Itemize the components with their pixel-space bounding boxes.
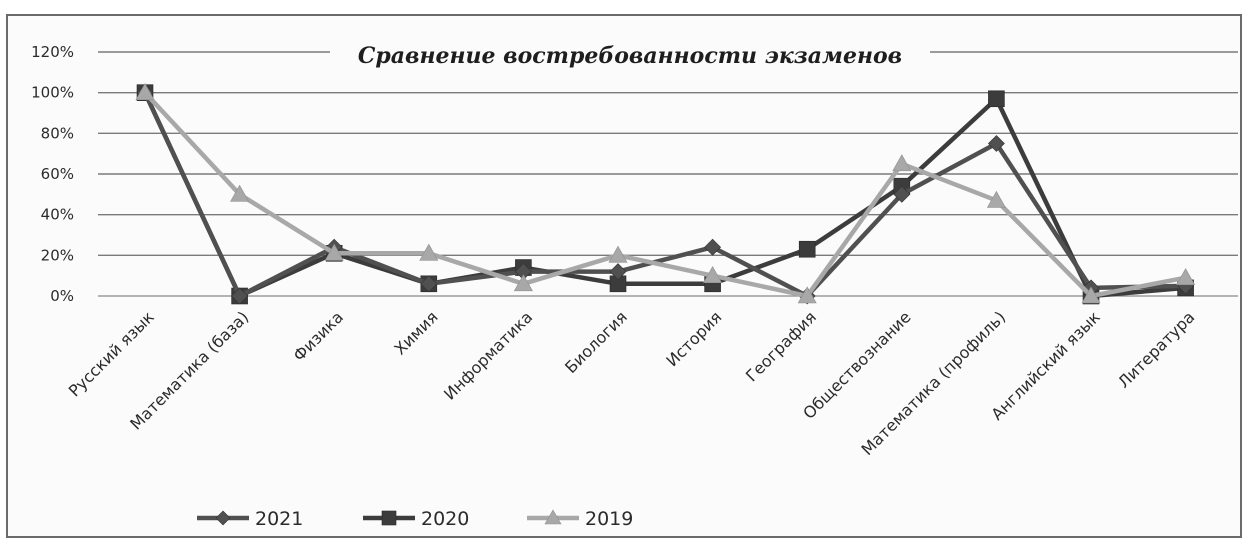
data-point-triangle: [703, 266, 723, 283]
data-point-triangle: [986, 190, 1006, 208]
data-point-triangle: [230, 184, 250, 202]
legend-label: 2020: [421, 508, 469, 530]
data-point-square: [988, 90, 1005, 108]
x-category-label: Информатика: [440, 307, 536, 403]
x-category-label: Биология: [561, 307, 631, 377]
data-point-diamond: [420, 275, 438, 293]
data-point-triangle: [544, 509, 562, 525]
y-tick-label: 60%: [41, 165, 74, 183]
x-category-label: Литература: [1114, 307, 1198, 391]
y-tick-label: 20%: [41, 246, 74, 264]
x-category-label: Химия: [390, 307, 441, 358]
data-point-triangle: [797, 286, 817, 304]
x-category-label: Физика: [289, 307, 347, 365]
series-2019: [135, 83, 1196, 304]
data-point-triangle: [1081, 286, 1101, 304]
series-lines: [135, 83, 1196, 305]
data-point-diamond: [893, 185, 911, 203]
legend-label: 2019: [585, 508, 633, 530]
data-point-triangle: [324, 243, 344, 261]
data-point-triangle: [419, 243, 439, 261]
legend-label: 2021: [255, 508, 303, 530]
y-tick-label: 120%: [31, 43, 74, 61]
legend-item-2019: 2019: [527, 508, 633, 530]
data-point-triangle: [608, 245, 628, 263]
series-line: [142, 91, 1186, 299]
data-point-triangle: [135, 83, 155, 100]
legend: 2021 2020 2019: [197, 508, 633, 530]
chart-title-box: Сравнение востребованности экзаменов: [330, 36, 930, 74]
data-point-triangle: [892, 154, 912, 172]
title-background: [330, 36, 930, 74]
y-tick-label: 80%: [41, 124, 74, 142]
legend-item-2021: 2021: [197, 508, 303, 530]
data-point-triangle: [1176, 268, 1196, 286]
data-point-diamond: [231, 287, 249, 305]
data-point-diamond: [215, 510, 231, 526]
gridlines: [98, 51, 1238, 257]
series-2020: [136, 84, 1194, 305]
data-point-triangle: [513, 274, 533, 292]
series-2021: [136, 84, 1195, 305]
x-category-label: География: [742, 307, 820, 385]
chart-title: Сравнение востребованности экзаменов: [358, 43, 902, 69]
data-point-square: [381, 510, 397, 526]
y-tick-label: 0%: [50, 287, 74, 305]
y-tick-label: 40%: [41, 206, 74, 224]
y-axis-tick-labels: 0% 20% 40% 60% 80% 100% 120%: [31, 43, 74, 305]
data-point-diamond: [704, 238, 722, 256]
data-point-square: [798, 240, 816, 258]
series-line: [143, 91, 1187, 299]
data-point-diamond: [609, 263, 627, 281]
x-category-label: Русский язык: [65, 307, 158, 400]
legend-item-2020: 2020: [363, 508, 469, 530]
series-line: [142, 91, 1186, 299]
y-tick-label: 100%: [31, 84, 74, 102]
data-point-diamond: [987, 135, 1005, 152]
x-category-label: История: [662, 307, 725, 370]
